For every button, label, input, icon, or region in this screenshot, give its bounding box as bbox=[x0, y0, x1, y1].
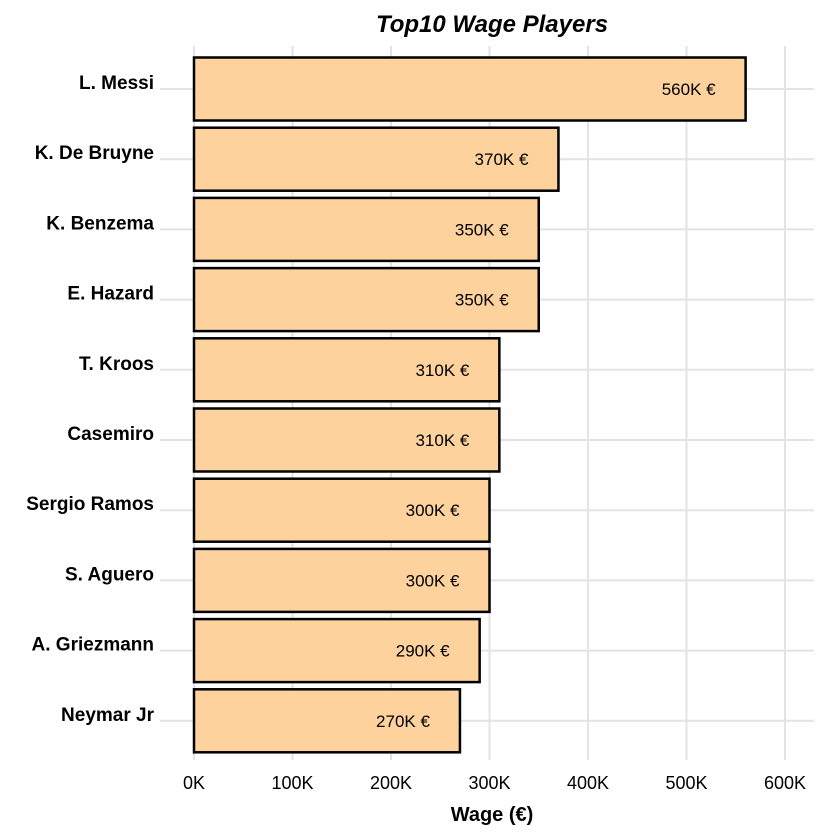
y-axis-label: T. Kroos bbox=[79, 354, 154, 375]
data-label: 310K € bbox=[415, 361, 469, 380]
bar bbox=[192, 266, 540, 333]
chart-title: Top10 Wage Players bbox=[376, 11, 608, 38]
x-axis-tick-labels: 0K 100K 200K 300K 400K 500K 600K bbox=[183, 773, 806, 793]
x-tick-label: 0K bbox=[183, 773, 205, 793]
data-label: 270K € bbox=[376, 712, 430, 731]
data-labels: 560K € 370K € 350K € 350K € 310K € 310K € 300K… bbox=[376, 80, 716, 731]
x-axis-title: Wage (€) bbox=[451, 804, 534, 826]
bar bbox=[192, 407, 501, 473]
x-tick-label: 500K bbox=[665, 773, 707, 793]
bar bbox=[192, 56, 747, 122]
data-label: 300K € bbox=[406, 571, 460, 590]
data-label: 310K € bbox=[415, 431, 469, 450]
data-label: 300K € bbox=[406, 501, 460, 520]
data-label: 290K € bbox=[396, 642, 450, 661]
x-tick-label: 100K bbox=[271, 773, 313, 793]
x-tick-label: 600K bbox=[764, 773, 806, 793]
y-axis-labels: L. Messi K. De Bruyne K. Benzema E. Hazard T… bbox=[26, 73, 154, 726]
y-axis-label: Sergio Ramos bbox=[26, 494, 154, 515]
x-tick-label: 300K bbox=[468, 773, 510, 793]
x-tick-label: 400K bbox=[567, 773, 609, 793]
x-tick-label: 200K bbox=[370, 773, 412, 793]
data-label: 370K € bbox=[475, 150, 529, 169]
y-axis-label: S. Aguero bbox=[65, 564, 154, 585]
bar bbox=[192, 337, 501, 403]
bar bbox=[192, 547, 491, 614]
y-axis-label: E. Hazard bbox=[67, 284, 154, 305]
bar bbox=[192, 617, 481, 684]
y-axis-label: Neymar Jr bbox=[61, 705, 155, 726]
bar bbox=[192, 688, 462, 754]
y-axis-label: Casemiro bbox=[67, 424, 154, 445]
data-label: 350K € bbox=[455, 291, 509, 310]
y-axis-label: K. Benzema bbox=[46, 213, 154, 234]
data-label: 560K € bbox=[662, 80, 716, 99]
y-axis-label: K. De Bruyne bbox=[35, 143, 154, 164]
data-label: 350K € bbox=[455, 220, 509, 239]
bar bbox=[192, 477, 491, 543]
y-axis-label: L. Messi bbox=[79, 73, 154, 94]
y-axis-label: A. Griezmann bbox=[32, 635, 154, 656]
bar bbox=[192, 126, 560, 192]
bars bbox=[192, 56, 747, 754]
bar bbox=[192, 196, 540, 263]
